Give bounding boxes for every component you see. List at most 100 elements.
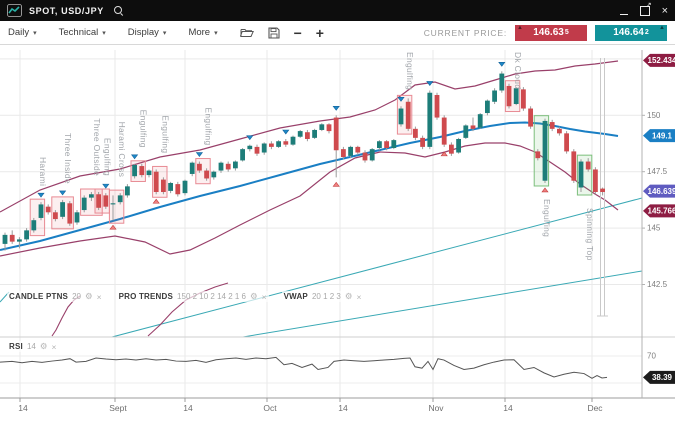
gear-icon[interactable]: ⚙ xyxy=(39,341,48,351)
menu-more[interactable]: More ▾ xyxy=(188,27,218,38)
legend-item-candle-ptns: CANDLE PTNS 20 ⚙ × xyxy=(7,291,104,302)
candle-body xyxy=(89,194,94,198)
bid-price-badge[interactable]: ▲ 146.63 5 xyxy=(515,24,587,41)
candle-body xyxy=(391,140,397,149)
chevron-down-icon: ▾ xyxy=(162,29,167,37)
candle-body xyxy=(341,149,346,158)
vwap-line xyxy=(242,270,643,338)
x-axis-label: 14 xyxy=(183,403,193,413)
y-axis-label: 147.5 xyxy=(647,167,668,176)
remove-indicator-icon[interactable]: × xyxy=(356,291,362,302)
menu-daily[interactable]: Daily ▾ xyxy=(8,27,37,38)
chart-app-icon xyxy=(7,4,22,17)
gear-icon[interactable]: ⚙ xyxy=(250,291,258,301)
search-icon[interactable] xyxy=(113,5,124,16)
candle-body xyxy=(261,143,267,153)
candle-body xyxy=(189,162,195,174)
pattern-label: Dk Cloud xyxy=(513,52,523,89)
bullish-marker-icon xyxy=(152,198,160,204)
candle-body xyxy=(9,234,15,242)
candle-body xyxy=(585,161,591,170)
y-axis-label: 150 xyxy=(647,111,661,120)
rsi-value-badge xyxy=(643,370,675,384)
bearish-marker-icon xyxy=(282,129,290,135)
window-title: SPOT, USD/JPY xyxy=(29,5,104,16)
candle-body xyxy=(377,141,382,149)
bearish-marker-icon xyxy=(246,135,254,141)
candle-body xyxy=(53,212,58,220)
chevron-down-icon: ▾ xyxy=(33,29,37,37)
bearish-marker-icon xyxy=(332,105,340,111)
toolbar-menus: Daily ▾ Technical ▾ Display ▾ More ▾ xyxy=(8,27,240,38)
bearish-marker-icon xyxy=(58,190,67,196)
gear-icon[interactable]: ⚙ xyxy=(85,291,93,301)
pattern-label: Three Inside xyxy=(63,133,73,184)
candle-body xyxy=(549,122,555,129)
pattern-box xyxy=(108,189,125,224)
rsi-axis-label: 70 xyxy=(647,352,656,361)
candle-body xyxy=(355,146,361,153)
open-folder-icon[interactable] xyxy=(239,27,254,38)
candle-body xyxy=(449,144,454,154)
popout-icon[interactable]: ↗ xyxy=(639,2,652,16)
candle-body xyxy=(434,94,440,118)
candle-body xyxy=(427,92,433,147)
candle-body xyxy=(67,203,73,224)
candle-body xyxy=(168,182,173,191)
price-badge xyxy=(643,129,675,143)
candle-body xyxy=(297,131,303,137)
price-badge-text: 152.434 xyxy=(648,56,675,65)
pattern-label: Engulfing xyxy=(405,52,415,90)
chevron-down-icon: ▾ xyxy=(214,29,218,37)
candle-body xyxy=(362,152,368,161)
bearish-marker-icon xyxy=(426,81,434,86)
ask-price-badge[interactable]: 146.64 2 ▲ xyxy=(595,24,667,41)
remove-indicator-icon[interactable]: × xyxy=(96,291,102,302)
pattern-label: Engulfing xyxy=(139,110,149,148)
bearish-marker-icon xyxy=(131,154,139,160)
legend-item-rsi: RSI 14 ⚙ × xyxy=(7,341,59,352)
zoom-out-button[interactable]: − xyxy=(293,24,302,41)
bearish-marker-icon xyxy=(397,96,405,102)
x-axis-label: Dec xyxy=(587,403,603,413)
candle-body xyxy=(60,202,65,217)
candle-body xyxy=(485,100,490,114)
pattern-label: Engulfing xyxy=(160,115,170,153)
moving-average-line xyxy=(0,121,619,251)
remove-indicator-icon[interactable]: × xyxy=(51,341,57,352)
candle-body xyxy=(146,170,152,176)
candle-body xyxy=(593,169,598,193)
chart-canvas[interactable]: Harami Three Inside Three Outside Engulfing… xyxy=(0,45,675,421)
candle-body xyxy=(269,143,274,147)
chevron-down-icon: ▾ xyxy=(102,29,106,37)
candle-body xyxy=(290,136,296,145)
save-icon[interactable] xyxy=(268,26,280,39)
bid-tick-icon: ▲ xyxy=(517,24,523,31)
remove-indicator-icon[interactable]: × xyxy=(261,291,267,302)
candle-body xyxy=(45,206,51,213)
candle-body xyxy=(564,133,569,152)
close-icon[interactable]: × xyxy=(661,4,668,17)
minimize-icon[interactable] xyxy=(619,6,628,15)
candle-body xyxy=(283,141,289,145)
candle-body xyxy=(333,117,339,151)
pattern-label: Engulfing xyxy=(542,199,552,237)
candle-body xyxy=(319,124,325,130)
candle-body xyxy=(420,137,425,147)
upper-band-line xyxy=(0,60,619,213)
candle-body xyxy=(254,146,260,154)
price-badge-text: 149.1 xyxy=(652,131,673,140)
zoom-in-button[interactable]: + xyxy=(315,24,324,41)
menu-display[interactable]: Display ▾ xyxy=(127,27,167,38)
current-price-label: CURRENT PRICE: xyxy=(423,27,507,38)
candle-body xyxy=(2,234,8,244)
menu-technical[interactable]: Technical ▾ xyxy=(58,27,106,38)
window-titlebar: SPOT, USD/JPY ↗ × xyxy=(0,0,675,21)
gear-icon[interactable]: ⚙ xyxy=(344,291,353,301)
bearish-marker-icon xyxy=(102,183,110,189)
candle-body xyxy=(38,204,44,218)
legend-item-vwap: VWAP 20 1 2 3 ⚙ × xyxy=(281,291,364,302)
candle-body xyxy=(578,161,584,188)
x-axis-label: Nov xyxy=(428,403,444,413)
